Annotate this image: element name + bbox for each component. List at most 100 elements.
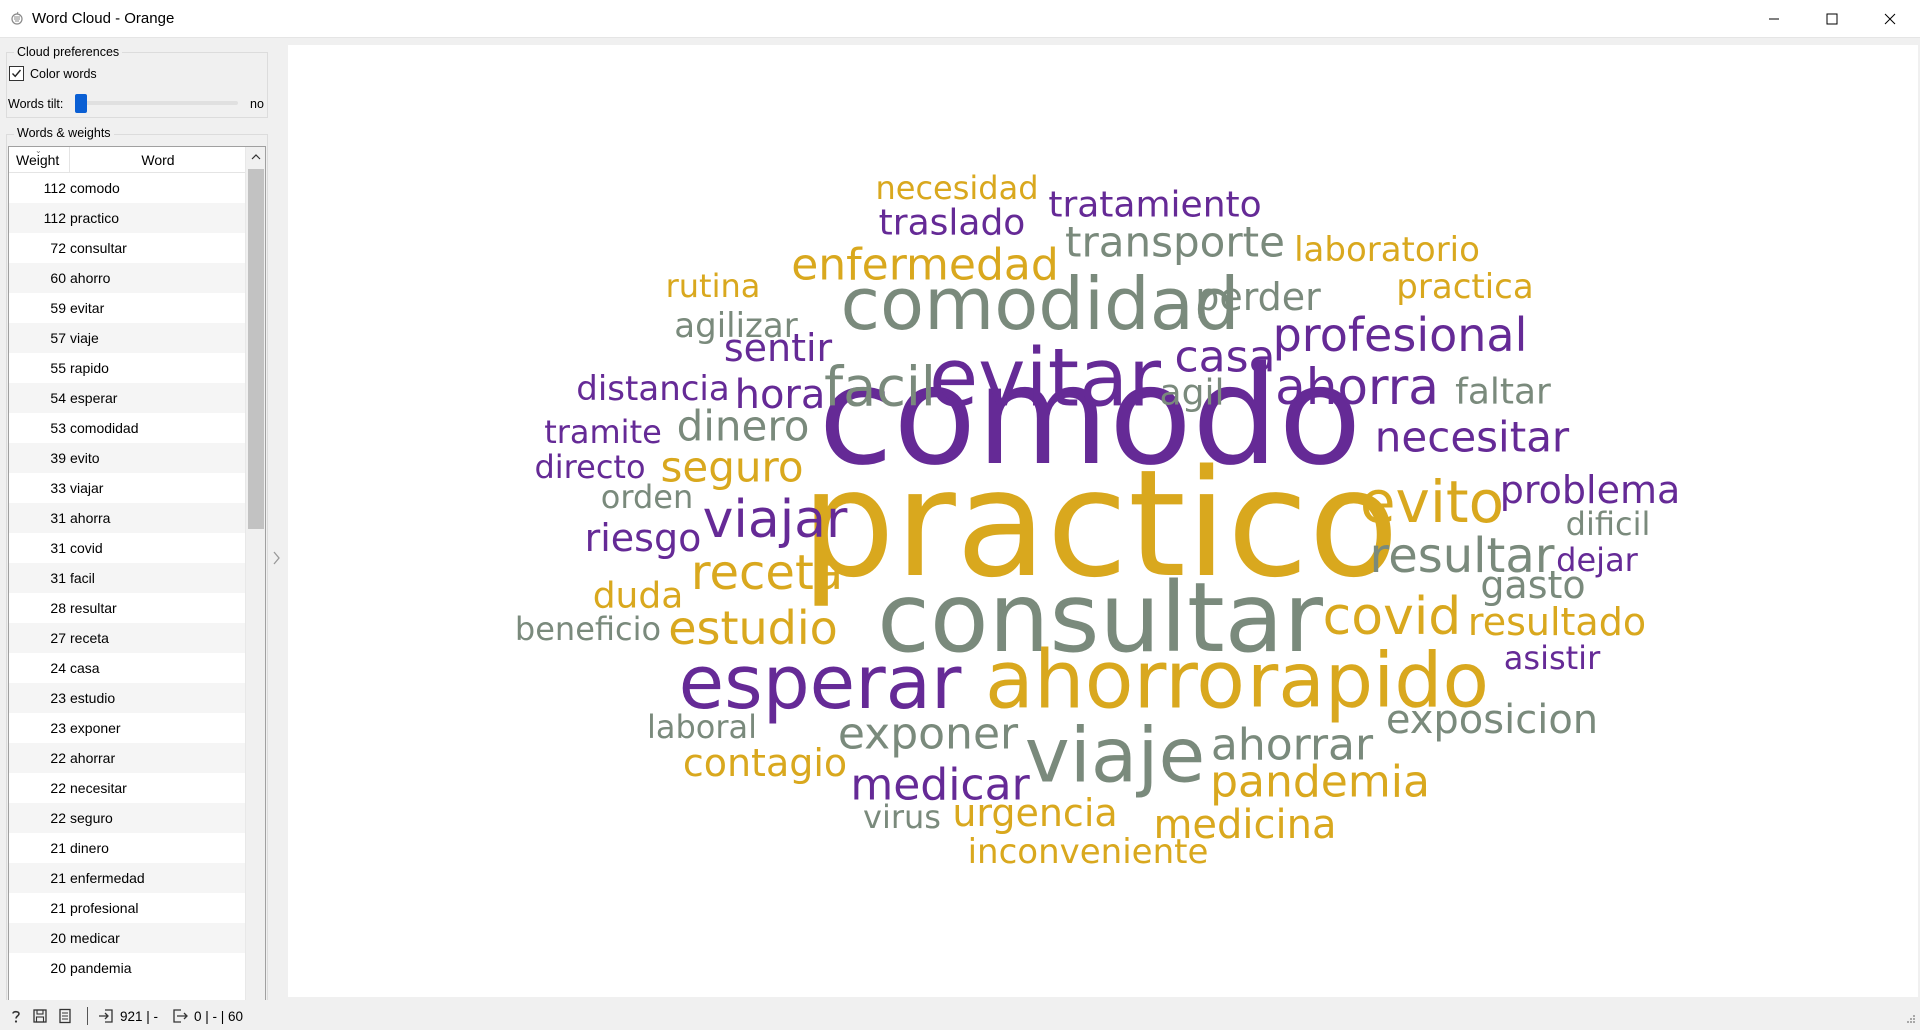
table-row[interactable]: 33 viajar	[9, 473, 245, 503]
cloud-word-viaje[interactable]: viaje	[1025, 711, 1206, 800]
table-row[interactable]: 72 consultar	[9, 233, 245, 263]
cloud-word-urgencia[interactable]: urgencia	[952, 791, 1117, 835]
table-row[interactable]: 21 profesional	[9, 893, 245, 923]
table-row[interactable]: 59 evitar	[9, 293, 245, 323]
cloud-word-tratamiento[interactable]: tratamiento	[1048, 185, 1261, 226]
cloud-word-sentir[interactable]: sentir	[724, 326, 833, 370]
weight-column-header[interactable]: ⌄ Weight	[9, 147, 70, 173]
close-button[interactable]	[1861, 0, 1919, 38]
cloud-word-resultar[interactable]: resultar	[1370, 528, 1555, 584]
cloud-word-esperar[interactable]: esperar	[679, 640, 962, 726]
cloud-word-covid[interactable]: covid	[1323, 587, 1462, 647]
table-row[interactable]: 53 comodidad	[9, 413, 245, 443]
cloud-word-profesional[interactable]: profesional	[1273, 308, 1528, 362]
cloud-word-evito[interactable]: evito	[1360, 468, 1504, 536]
table-row[interactable]: 22 seguro	[9, 803, 245, 833]
table-row[interactable]: 31 facil	[9, 563, 245, 593]
cloud-word-gasto[interactable]: gasto	[1480, 563, 1585, 607]
cloud-word-medicar[interactable]: medicar	[850, 760, 1030, 811]
cloud-word-evitar[interactable]: evitar	[929, 332, 1161, 425]
cloud-word-necesitar[interactable]: necesitar	[1375, 413, 1570, 462]
cloud-word-perder[interactable]: perder	[1195, 275, 1321, 319]
cloud-word-rutina[interactable]: rutina	[666, 267, 761, 305]
word-column-header[interactable]: Word	[141, 152, 175, 168]
scroll-up-button[interactable]	[246, 147, 265, 167]
cloud-word-asistir[interactable]: asistir	[1504, 639, 1601, 677]
cloud-word-necesidad[interactable]: necesidad	[875, 169, 1038, 207]
table-row[interactable]: 60 ahorro	[9, 263, 245, 293]
table-row[interactable]: 31 covid	[9, 533, 245, 563]
table-row[interactable]: 112 practico	[9, 203, 245, 233]
cloud-word-agilizar[interactable]: agilizar	[674, 306, 797, 346]
cloud-word-dificil[interactable]: dificil	[1566, 505, 1651, 543]
minimize-button[interactable]	[1745, 0, 1803, 38]
cloud-word-resultado[interactable]: resultado	[1468, 600, 1646, 644]
color-words-checkbox[interactable]	[9, 66, 24, 81]
cloud-word-consultar[interactable]: consultar	[877, 562, 1323, 674]
table-row[interactable]: 112 comodo	[9, 173, 245, 203]
cloud-word-viajar[interactable]: viajar	[703, 490, 848, 550]
cloud-word-duda[interactable]: duda	[593, 576, 684, 617]
color-words-option[interactable]: Color words	[9, 66, 97, 81]
cloud-word-inconveniente[interactable]: inconveniente	[968, 832, 1209, 872]
table-row[interactable]: 21 dinero	[9, 833, 245, 863]
cloud-word-exposicion[interactable]: exposicion	[1386, 697, 1598, 743]
table-row[interactable]: 20 medicar	[9, 923, 245, 953]
cloud-word-dinero[interactable]: dinero	[677, 402, 810, 451]
table-row[interactable]: 55 rapido	[9, 353, 245, 383]
cloud-word-agil[interactable]: agil	[1160, 373, 1225, 414]
cloud-word-estudio[interactable]: estudio	[668, 601, 838, 655]
table-row[interactable]: 27 receta	[9, 623, 245, 653]
save-icon[interactable]	[32, 1008, 48, 1024]
cloud-word-virus[interactable]: virus	[863, 798, 941, 836]
cloud-word-contagio[interactable]: contagio	[683, 741, 847, 785]
cloud-word-medicina[interactable]: medicina	[1153, 802, 1336, 848]
cloud-word-comodo[interactable]: comodo	[818, 338, 1361, 496]
words-tilt-slider-handle[interactable]	[75, 94, 87, 113]
cloud-word-practico[interactable]: practico	[801, 438, 1399, 610]
resize-grip-icon[interactable]	[1902, 1012, 1916, 1026]
words-tilt-slider-track[interactable]	[78, 101, 238, 105]
table-row[interactable]: 31 ahorra	[9, 503, 245, 533]
cloud-word-problema[interactable]: problema	[1500, 468, 1681, 512]
cloud-word-laboral[interactable]: laboral	[647, 708, 757, 746]
table-scrollbar[interactable]	[245, 147, 265, 1023]
cloud-word-directo[interactable]: directo	[534, 448, 645, 486]
report-icon[interactable]	[57, 1008, 73, 1024]
cloud-word-pandemia[interactable]: pandemia	[1210, 757, 1430, 808]
table-row[interactable]: 20 pandemia	[9, 953, 245, 983]
cloud-word-comodidad[interactable]: comodidad	[840, 262, 1239, 346]
cloud-word-distancia[interactable]: distancia	[576, 369, 729, 409]
words-weights-table[interactable]: ⌄ Weight Word 112 comodo 112 practico 72 cons…	[8, 146, 266, 1024]
table-row[interactable]: 24 casa	[9, 653, 245, 683]
cloud-word-orden[interactable]: orden	[601, 478, 693, 516]
table-row[interactable]: 39 evito	[9, 443, 245, 473]
help-icon[interactable]	[8, 1008, 24, 1024]
cloud-word-enfermedad[interactable]: enfermedad	[791, 240, 1059, 291]
scroll-thumb[interactable]	[248, 169, 264, 529]
table-row[interactable]: 23 estudio	[9, 683, 245, 713]
cloud-word-ahorro[interactable]: ahorro	[985, 634, 1245, 727]
cloud-word-practica[interactable]: practica	[1396, 267, 1533, 307]
cloud-word-receta[interactable]: receta	[691, 545, 843, 601]
cloud-word-casa[interactable]: casa	[1174, 332, 1275, 383]
cloud-word-faltar[interactable]: faltar	[1455, 372, 1551, 413]
cloud-word-beneficio[interactable]: beneficio	[515, 610, 661, 648]
cloud-word-tramite[interactable]: tramite	[544, 413, 662, 451]
maximize-button[interactable]	[1803, 0, 1861, 38]
table-row[interactable]: 57 viaje	[9, 323, 245, 353]
cloud-word-exponer[interactable]: exponer	[838, 709, 1019, 760]
table-row[interactable]: 21 enfermedad	[9, 863, 245, 893]
panel-splitter-handle[interactable]	[270, 546, 284, 570]
cloud-word-ahorra[interactable]: ahorra	[1275, 358, 1439, 416]
table-row[interactable]: 28 resultar	[9, 593, 245, 623]
cloud-word-dejar[interactable]: dejar	[1556, 541, 1639, 579]
cloud-word-seguro[interactable]: seguro	[660, 443, 803, 492]
cloud-word-hora[interactable]: hora	[735, 372, 826, 418]
table-row[interactable]: 23 exponer	[9, 713, 245, 743]
table-row[interactable]: 54 esperar	[9, 383, 245, 413]
cloud-word-transporte[interactable]: transporte	[1065, 218, 1285, 267]
cloud-word-riesgo[interactable]: riesgo	[585, 516, 702, 560]
cloud-word-ahorrar[interactable]: ahorrar	[1211, 720, 1374, 771]
cloud-word-laboratorio[interactable]: laboratorio	[1294, 230, 1480, 270]
